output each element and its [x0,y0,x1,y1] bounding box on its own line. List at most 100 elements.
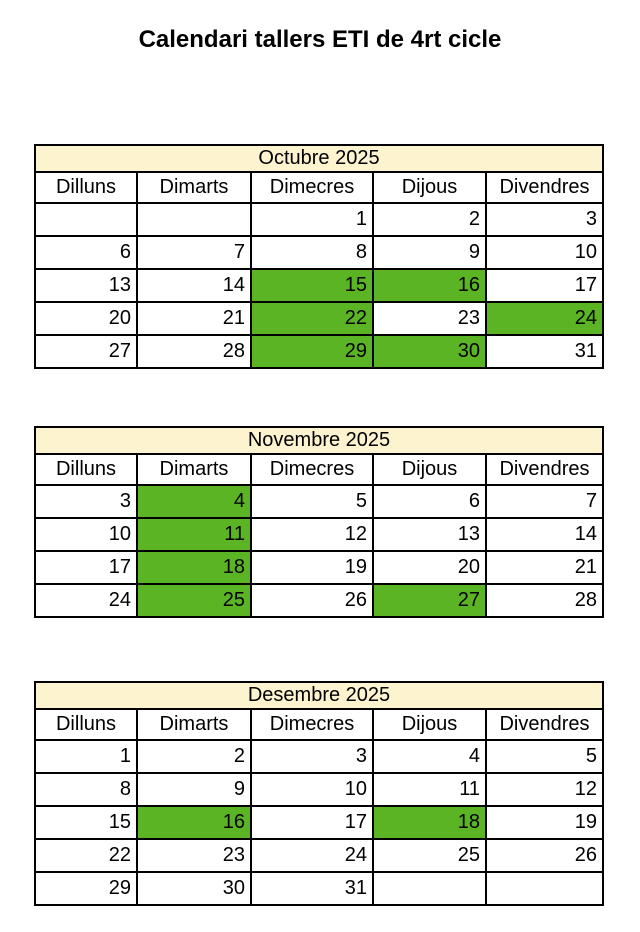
day-cell: 30 [136,871,252,906]
day-cell: 3 [250,739,374,774]
day-cell-highlighted: 22 [250,301,374,336]
day-cell-highlighted: 4 [136,484,252,519]
day-cell: 21 [484,550,605,585]
day-cell: 5 [250,484,374,519]
week-row: 22 23 24 25 26 [34,838,605,873]
day-header-dimecres: Dimecres [250,453,374,486]
day-cell: 1 [250,202,374,237]
day-cell: 14 [136,268,252,303]
day-cell: 10 [485,235,604,270]
day-cell-highlighted: 29 [250,334,374,369]
day-cell: 7 [484,484,605,519]
day-cell: 31 [250,871,374,906]
day-cell [484,871,605,906]
day-header-dimarts: Dimarts [136,171,252,204]
day-cell: 12 [484,772,605,807]
day-cell [136,202,252,237]
day-cell: 27 [34,334,138,369]
month-table-novembre: Novembre 2025 Dilluns Dimarts Dimecres Dijou… [33,426,605,618]
day-cell: 17 [34,550,138,585]
day-cell-highlighted: 24 [485,301,604,336]
day-cell-highlighted: 25 [136,583,252,618]
day-cell: 8 [250,235,374,270]
day-cell: 24 [250,838,374,873]
day-header-divendres: Divendres [485,171,604,204]
day-cell: 31 [485,334,604,369]
week-row: 13 14 15 16 17 [34,268,604,303]
day-cell: 17 [485,268,604,303]
day-cell: 4 [372,739,487,774]
day-header-dijous: Dijous [372,171,487,204]
day-cell-highlighted: 11 [136,517,252,552]
day-cell: 2 [372,202,487,237]
day-cell: 19 [250,550,374,585]
day-cell [34,202,138,237]
day-cell: 26 [250,583,374,618]
calendar-months: Octubre 2025 Dilluns Dimarts Dimecres Dijous… [0,144,640,906]
day-header-divendres: Divendres [484,453,605,486]
day-header-divendres: Divendres [484,708,605,741]
week-row: 10 11 12 13 14 [34,517,605,552]
day-cell: 21 [136,301,252,336]
day-cell-highlighted: 16 [372,268,487,303]
week-row: 20 21 22 23 24 [34,301,604,336]
day-cell: 11 [372,772,487,807]
day-header-dilluns: Dilluns [34,453,138,486]
day-header-dimecres: Dimecres [250,708,374,741]
day-cell: 13 [34,268,138,303]
week-row: 24 25 26 27 28 [34,583,605,618]
week-row: 27 28 29 30 31 [34,334,604,369]
day-cell: 9 [136,772,252,807]
day-header-dilluns: Dilluns [34,708,138,741]
day-cell-highlighted: 16 [136,805,252,840]
day-cell: 6 [372,484,487,519]
day-cell-highlighted: 18 [136,550,252,585]
week-row: 17 18 19 20 21 [34,550,605,585]
day-cell: 20 [34,301,138,336]
week-row: 15 16 17 18 19 [34,805,605,840]
month-title: Octubre 2025 [34,144,604,173]
day-cell: 29 [34,871,138,906]
day-cell: 10 [34,517,138,552]
day-cell: 8 [34,772,138,807]
month-table-octubre: Octubre 2025 Dilluns Dimarts Dimecres Dijous… [34,144,604,369]
day-cell: 28 [136,334,252,369]
month-title: Desembre 2025 [33,681,605,710]
day-cell: 28 [484,583,605,618]
day-header-dimarts: Dimarts [136,708,252,741]
day-header-dilluns: Dilluns [34,171,138,204]
week-row: 6 7 8 9 10 [34,235,604,270]
day-header-dijous: Dijous [372,453,487,486]
week-row: 29 30 31 [34,871,605,906]
day-header-dimecres: Dimecres [250,171,374,204]
day-cell [372,871,487,906]
day-cell: 1 [34,739,138,774]
day-header-dijous: Dijous [372,708,487,741]
week-row: 8 9 10 11 12 [34,772,605,807]
day-cell: 6 [34,235,138,270]
day-cell: 23 [372,301,487,336]
day-cell: 22 [34,838,138,873]
day-cell: 7 [136,235,252,270]
calendar-page: { "page_title": "Calendari tallers ETI d… [0,26,640,932]
day-cell: 9 [372,235,487,270]
day-cell: 17 [250,805,374,840]
day-cell: 5 [484,739,605,774]
day-cell: 25 [372,838,487,873]
day-cell: 23 [136,838,252,873]
day-cell: 3 [34,484,138,519]
day-cell-highlighted: 18 [372,805,487,840]
day-cell: 12 [250,517,374,552]
day-cell: 13 [372,517,487,552]
day-cell: 14 [484,517,605,552]
day-cell: 10 [250,772,374,807]
day-cell: 3 [485,202,604,237]
day-cell-highlighted: 27 [372,583,487,618]
day-cell-highlighted: 15 [250,268,374,303]
day-cell: 26 [484,838,605,873]
day-cell: 20 [372,550,487,585]
page-title: Calendari tallers ETI de 4rt cicle [138,26,502,53]
